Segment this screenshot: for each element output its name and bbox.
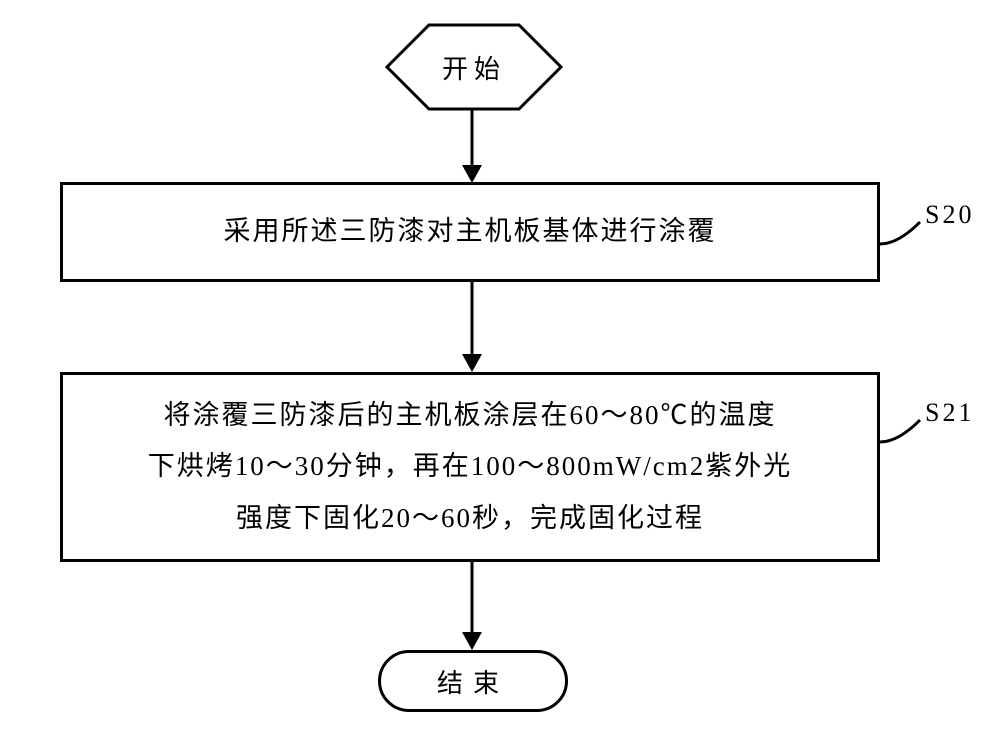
step-label-s21: S21 <box>925 398 974 428</box>
flowchart-canvas: 开始 采用所述三防漆对主机板基体进行涂覆 S20 将涂覆三防漆后的主机板涂层在6… <box>0 0 1000 737</box>
node-start: 开始 <box>384 22 564 112</box>
step-label-s20: S20 <box>925 200 974 230</box>
node-s21-line1: 将涂覆三防漆后的主机板涂层在60～80℃的温度 <box>164 390 777 441</box>
node-s20-text: 采用所述三防漆对主机板基体进行涂覆 <box>224 206 717 257</box>
node-s21-line2: 下烘烤10～30分钟，再在100～800mW/cm2紫外光 <box>148 441 792 492</box>
node-s21: 将涂覆三防漆后的主机板涂层在60～80℃的温度 下烘烤10～30分钟，再在100… <box>60 372 880 562</box>
node-end-label: 结束 <box>437 663 509 700</box>
node-s20: 采用所述三防漆对主机板基体进行涂覆 <box>60 182 880 282</box>
node-s21-line3: 强度下固化20～60秒，完成固化过程 <box>236 493 704 544</box>
edge-s20-s21 <box>458 282 486 374</box>
edge-start-s20 <box>458 109 486 185</box>
leader-s20 <box>878 210 928 252</box>
node-start-label: 开始 <box>384 22 564 112</box>
edge-s21-end <box>458 562 486 652</box>
node-end: 结束 <box>378 650 568 712</box>
leader-s21 <box>878 408 928 450</box>
